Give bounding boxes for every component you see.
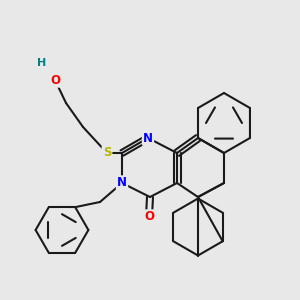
- Text: O: O: [144, 211, 154, 224]
- Text: N: N: [117, 176, 127, 190]
- Text: N: N: [143, 131, 153, 145]
- Text: H: H: [38, 58, 46, 68]
- Text: O: O: [50, 74, 60, 86]
- Text: S: S: [103, 146, 111, 160]
